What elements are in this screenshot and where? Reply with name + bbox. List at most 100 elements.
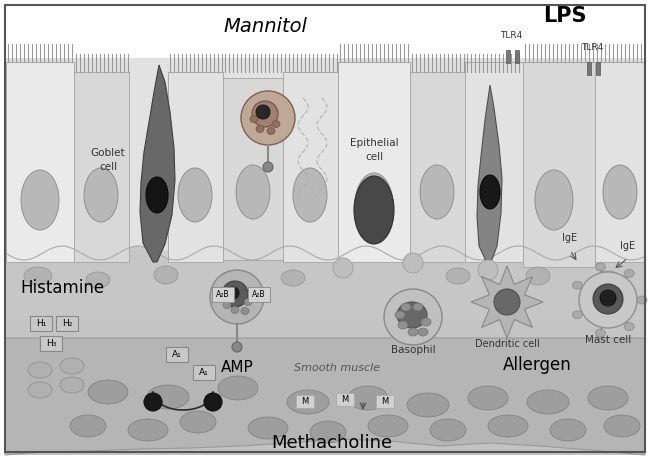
Text: Goblet
cell: Goblet cell: [91, 149, 125, 171]
Ellipse shape: [579, 272, 637, 328]
Ellipse shape: [573, 281, 582, 289]
Ellipse shape: [256, 105, 270, 119]
Ellipse shape: [204, 393, 222, 411]
Text: Smooth muscle: Smooth muscle: [294, 363, 380, 373]
Ellipse shape: [281, 270, 305, 286]
Text: IgE: IgE: [562, 233, 578, 243]
Ellipse shape: [494, 289, 520, 315]
Ellipse shape: [526, 267, 550, 285]
Ellipse shape: [241, 308, 249, 314]
Ellipse shape: [595, 263, 605, 271]
Ellipse shape: [480, 175, 500, 209]
Ellipse shape: [146, 177, 168, 213]
Bar: [410, 72, 465, 262]
Ellipse shape: [24, 267, 52, 285]
Ellipse shape: [588, 386, 628, 410]
Ellipse shape: [478, 260, 498, 280]
Text: AMP: AMP: [220, 361, 254, 376]
Bar: [376, 395, 394, 408]
Ellipse shape: [147, 385, 189, 409]
Text: A₂B: A₂B: [252, 290, 266, 299]
Ellipse shape: [310, 421, 346, 443]
Ellipse shape: [418, 328, 428, 336]
Ellipse shape: [28, 382, 52, 398]
Ellipse shape: [624, 270, 634, 277]
Ellipse shape: [178, 168, 212, 222]
Ellipse shape: [60, 358, 84, 374]
Text: Allergen: Allergen: [502, 356, 571, 374]
Ellipse shape: [468, 386, 508, 410]
Bar: [515, 50, 519, 63]
Ellipse shape: [232, 342, 242, 352]
Bar: [56, 316, 78, 331]
Ellipse shape: [573, 311, 582, 319]
Ellipse shape: [604, 415, 640, 437]
Ellipse shape: [227, 287, 239, 299]
Ellipse shape: [21, 170, 59, 230]
Ellipse shape: [384, 289, 442, 345]
Ellipse shape: [401, 303, 411, 311]
Text: A₁: A₁: [172, 350, 182, 359]
Text: M: M: [382, 397, 389, 406]
Text: A₁: A₁: [199, 368, 209, 377]
Ellipse shape: [550, 419, 586, 441]
Bar: [296, 395, 314, 408]
Bar: [5, 58, 645, 263]
Bar: [248, 287, 270, 302]
Ellipse shape: [272, 121, 280, 128]
Ellipse shape: [398, 321, 408, 329]
Bar: [596, 62, 600, 75]
Text: Epithelial
cell: Epithelial cell: [350, 138, 398, 162]
Ellipse shape: [154, 266, 178, 284]
Polygon shape: [471, 266, 543, 338]
Polygon shape: [477, 85, 502, 265]
Ellipse shape: [263, 162, 273, 172]
Bar: [168, 72, 223, 262]
Ellipse shape: [446, 268, 470, 284]
Bar: [587, 62, 591, 75]
Bar: [506, 50, 510, 63]
Ellipse shape: [535, 170, 573, 230]
Bar: [212, 287, 234, 302]
Polygon shape: [5, 338, 645, 455]
Ellipse shape: [144, 393, 162, 411]
Ellipse shape: [395, 311, 405, 319]
Ellipse shape: [28, 362, 52, 378]
Ellipse shape: [256, 126, 264, 133]
Ellipse shape: [488, 415, 528, 437]
Ellipse shape: [244, 298, 252, 305]
Text: H₁: H₁: [36, 319, 46, 328]
Bar: [595, 62, 645, 262]
Bar: [166, 347, 188, 362]
Ellipse shape: [70, 415, 106, 437]
Bar: [74, 72, 129, 262]
Ellipse shape: [241, 91, 295, 145]
Ellipse shape: [421, 318, 431, 326]
Ellipse shape: [420, 165, 454, 219]
Ellipse shape: [595, 329, 605, 337]
Ellipse shape: [407, 393, 449, 417]
Bar: [5, 250, 645, 340]
Ellipse shape: [637, 296, 647, 304]
Ellipse shape: [293, 168, 327, 222]
Ellipse shape: [252, 101, 278, 127]
Bar: [465, 62, 523, 262]
Text: Dendritic cell: Dendritic cell: [474, 339, 540, 349]
Ellipse shape: [594, 271, 622, 289]
Polygon shape: [140, 65, 175, 262]
Ellipse shape: [603, 165, 637, 219]
Ellipse shape: [624, 323, 634, 330]
Ellipse shape: [593, 284, 623, 314]
Text: H₃: H₃: [46, 339, 56, 348]
Text: LPS: LPS: [543, 6, 587, 26]
Bar: [338, 62, 410, 262]
Ellipse shape: [180, 411, 216, 433]
Bar: [336, 393, 354, 406]
Ellipse shape: [84, 168, 118, 222]
Ellipse shape: [413, 303, 423, 311]
Bar: [283, 72, 338, 262]
Text: Histamine: Histamine: [20, 279, 104, 297]
Ellipse shape: [403, 253, 423, 273]
Text: TLR4: TLR4: [500, 31, 522, 40]
Text: M: M: [302, 397, 309, 406]
